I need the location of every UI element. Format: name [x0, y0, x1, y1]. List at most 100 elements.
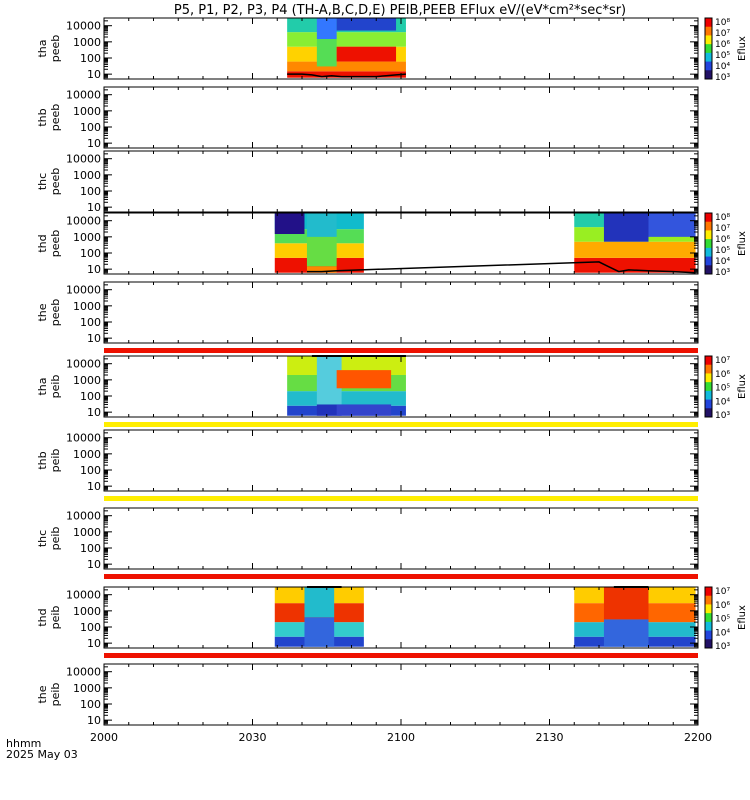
colorbar-swatch: [705, 35, 712, 45]
panel-probe-label: tha: [36, 39, 49, 57]
colorbar-tick-label: 10⁵: [715, 246, 730, 256]
y-tick-label: 10000: [66, 89, 101, 102]
colorbar-swatch: [705, 364, 712, 374]
colorbar-swatch: [705, 621, 712, 632]
colorbar-swatch: [705, 613, 712, 623]
panel-frame: [103, 150, 699, 213]
panel-probe-label: thb: [36, 451, 49, 469]
colorbar-tick-label: 10⁷: [715, 224, 730, 234]
spectrogram-band: [336, 370, 392, 389]
panel-instrument-label: peeb: [49, 35, 62, 63]
panel-instrument-label: peeb: [49, 299, 62, 327]
panel-frame: [103, 663, 699, 726]
colorbar-swatch: [705, 230, 712, 240]
footer-hhmm-label: hhmm: [6, 737, 41, 750]
x-tick-label: 2200: [684, 731, 712, 744]
spectrogram-band: [287, 61, 406, 72]
panel-frame: [103, 281, 699, 344]
panel-thb-peeb: 10 100 1000 10000 thb peeb: [36, 86, 699, 150]
y-tick-label: 100: [80, 185, 101, 198]
y-tick-label: 1000: [73, 682, 101, 695]
x-tick-label: 2100: [387, 731, 415, 744]
x-tick-label: 2030: [239, 731, 267, 744]
y-tick-label: 100: [80, 247, 101, 260]
y-tick-label: 10: [87, 137, 101, 150]
y-tick-label: 1000: [73, 105, 101, 118]
x-axis: 2000 2030 2100 2130 2200: [90, 731, 712, 744]
colorbar-tick-label: 10⁴: [715, 257, 730, 267]
y-tick-label: 10000: [66, 358, 101, 371]
colorbar-swatch: [705, 595, 712, 605]
colorbar-swatch: [705, 390, 712, 401]
colorbar-frame: [704, 17, 713, 80]
colorbar-tick-label: 10³: [715, 73, 730, 83]
y-tick-label: 100: [80, 316, 101, 329]
spectrogram-band: [603, 213, 649, 242]
y-tick-label: 10: [87, 263, 101, 276]
panel-separator-bar: [104, 653, 698, 658]
y-tick-label: 1000: [73, 526, 101, 539]
colorbar-swatch: [705, 44, 712, 54]
colorbar-label: Eflux: [737, 36, 748, 61]
y-tick-label: 10: [87, 714, 101, 727]
spectrogram-band: [316, 18, 337, 40]
y-tick-label: 100: [80, 542, 101, 555]
spectrogram-band: [574, 257, 696, 273]
colorbar-swatch: [705, 587, 712, 597]
y-tick-label: 1000: [73, 448, 101, 461]
colorbar-swatch: [705, 373, 712, 383]
colorbar-swatch: [705, 630, 712, 640]
panel-probe-label: thc: [36, 173, 49, 190]
footer-date-label: 2025 May 03: [6, 748, 78, 761]
colorbar-tick-label: 10³: [715, 411, 730, 421]
spectrogram-band: [274, 213, 305, 235]
colorbar-swatch: [705, 256, 712, 266]
y-tick-label: 100: [80, 698, 101, 711]
colorbar-swatch: [705, 399, 712, 409]
spectrogram-band: [306, 236, 337, 267]
y-tick-label: 10: [87, 480, 101, 493]
y-tick-label: 10000: [66, 284, 101, 297]
colorbar-swatch: [705, 639, 712, 649]
panel-instrument-label: peib: [49, 683, 62, 707]
colorbar-tick-label: 10⁴: [715, 628, 730, 638]
y-tick-label: 10: [87, 406, 101, 419]
panel-tha-peib: 10 100 1000 10000 tha peib 10⁷ 10⁶ 10⁵ 10⁴ 10³ Eflu…: [36, 355, 748, 427]
spectrogram-band: [648, 213, 696, 237]
y-tick-label: 10: [87, 201, 101, 214]
colorbar-tick-label: 10⁴: [715, 62, 730, 72]
spectrogram-band: [603, 587, 649, 620]
panel-probe-label: tha: [36, 377, 49, 395]
y-tick-label: 10: [87, 332, 101, 345]
y-tick-label: 100: [80, 52, 101, 65]
y-tick-label: 1000: [73, 36, 101, 49]
panel-instrument-label: peib: [49, 606, 62, 630]
y-tick-label: 1000: [73, 374, 101, 387]
spectrogram-band: [306, 213, 337, 237]
colorbar-tick-label: 10⁷: [715, 587, 730, 597]
y-tick-label: 10000: [66, 510, 101, 523]
panel-probe-label: thb: [36, 108, 49, 126]
panel-probe-label: thd: [36, 608, 49, 626]
panel-instrument-label: peeb: [49, 104, 62, 132]
colorbar-tick-label: 10³: [715, 642, 730, 652]
panel-separator-bar: [104, 574, 698, 579]
panel-frame: [103, 429, 699, 492]
spectrogram-band: [306, 266, 337, 273]
panel-probe-label: thc: [36, 530, 49, 547]
spectrogram-band: [336, 18, 397, 31]
y-tick-label: 1000: [73, 169, 101, 182]
colorbar-tick-label: 10⁶: [715, 235, 730, 245]
panel-thb-peib: 10 100 1000 10000 thb peib: [36, 429, 699, 501]
colorbar-frame: [704, 212, 713, 275]
colorbar-swatch: [705, 356, 712, 366]
overlay-line: [287, 73, 406, 78]
panel-thc-peib: 10 100 1000 10000 thc peib: [36, 507, 699, 579]
y-tick-label: 10000: [66, 153, 101, 166]
y-tick-label: 10000: [66, 20, 101, 33]
colorbar-tick-label: 10⁶: [715, 370, 730, 380]
panel-frame: [103, 507, 699, 570]
colorbar-tick-label: 10³: [715, 268, 730, 278]
y-tick-label: 1000: [73, 231, 101, 244]
panel-probe-label: the: [36, 303, 49, 321]
